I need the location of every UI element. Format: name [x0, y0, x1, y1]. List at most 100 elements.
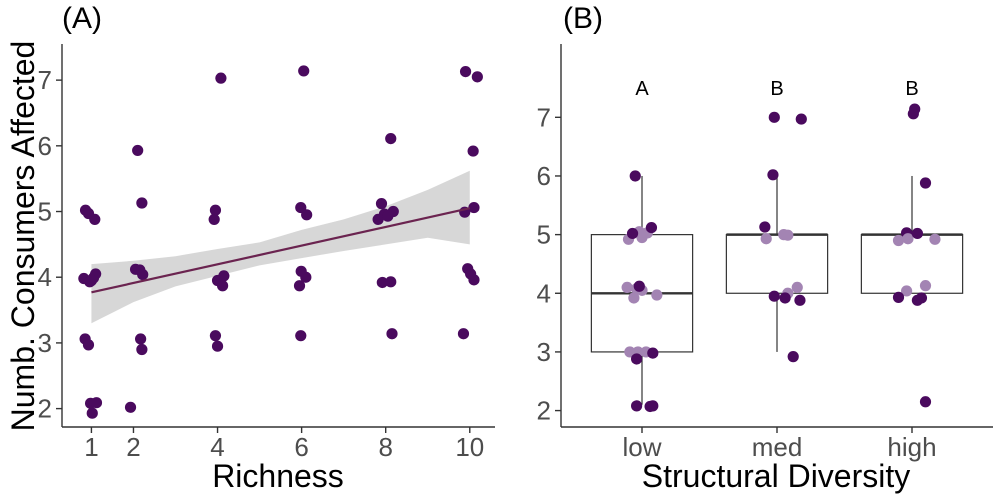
panel-b-y-tick-label: 4	[537, 278, 551, 308]
panel-a-data-point	[136, 343, 148, 356]
panel-a-data-point	[211, 340, 224, 352]
panel-a-data-point	[295, 330, 307, 342]
panel-b-data-point	[794, 294, 806, 306]
panel-b-data-point	[929, 233, 941, 245]
panel-b-y-tick-label: 7	[537, 102, 551, 132]
panel-b-data-point	[629, 170, 641, 182]
panel-b-y-tick-label: 6	[537, 161, 551, 191]
panel-a-data-point	[137, 268, 149, 281]
panel-a-data-point	[209, 204, 222, 216]
panel-a-data-point	[215, 72, 227, 84]
panel-b-data-point	[647, 347, 659, 359]
panel-b-y-tick-label: 5	[537, 220, 551, 250]
panel-a-data-point	[459, 65, 472, 78]
panel-b-data-point	[787, 351, 799, 363]
panel-b-data-point	[892, 291, 905, 303]
panel-b-data-point	[760, 233, 772, 245]
panel-a-data-point	[301, 209, 313, 221]
panel-b-data-point	[919, 396, 932, 408]
panel-a-x-tick-label: 1	[84, 432, 98, 462]
panel-b-data-point	[633, 280, 645, 292]
panel-a-y-tick-label: 3	[38, 328, 52, 358]
panel-b-y-tick-label: 3	[537, 337, 551, 367]
panel-a-data-point	[90, 397, 103, 409]
panel-b-data-point	[768, 111, 780, 123]
panel-a-data-point	[300, 271, 312, 283]
panel-a-x-tick-label: 4	[210, 432, 224, 462]
panel-a-data-point	[467, 145, 479, 157]
panel-b-data-point	[892, 234, 905, 247]
panel-a-richness-scatter: (A) Numb. Consumers Affected Richness 2 3…	[5, 2, 495, 494]
panel-a-fit-line-group	[91, 207, 471, 294]
panel-a-confidence-band	[91, 170, 470, 324]
panel-a-data-point	[376, 276, 388, 289]
panel-b-y-tick-label: 2	[537, 396, 551, 426]
panel-a-data-point	[132, 144, 144, 157]
panel-a-y-tick-label: 4	[38, 262, 52, 292]
panel-a-data-point	[89, 213, 101, 226]
panel-a-data-point	[471, 71, 483, 83]
box-body-high	[860, 234, 964, 294]
panel-b-data-point	[631, 353, 643, 365]
panel-a-data-point	[293, 280, 306, 292]
panel-a-data-point	[216, 280, 229, 292]
panel-a-y-axis-title: Numb. Consumers Affected	[5, 41, 41, 432]
panel-a-data-point	[135, 333, 147, 345]
panel-b-data-point	[631, 400, 643, 412]
panel-b-points	[621, 103, 941, 413]
panel-b-data-point	[779, 292, 791, 304]
panel-a-x-tick-label: 10	[455, 432, 484, 462]
panel-a-data-point	[124, 401, 137, 413]
panel-a-points	[78, 65, 483, 419]
panel-a-data-point	[385, 276, 397, 288]
panel-a-data-point	[209, 330, 222, 342]
panel-b-x-axis-title: Structural Diversity	[642, 458, 911, 494]
panel-a-y-tick-label: 5	[38, 197, 52, 227]
panel-a-fit-line	[91, 207, 471, 294]
panel-a-data-point	[218, 270, 230, 282]
panel-a-data-point	[298, 65, 310, 77]
panel-b-data-point	[768, 290, 780, 302]
panel-b-data-point	[767, 169, 779, 181]
panel-a-ci-band	[91, 170, 470, 324]
panel-b-data-point	[902, 233, 914, 245]
panel-a-data-point	[468, 201, 480, 214]
panel-b-data-point	[651, 289, 663, 301]
panel-a-data-point	[457, 328, 470, 340]
significance-letter-low: A	[635, 78, 649, 100]
panel-a-data-point	[375, 198, 388, 210]
panel-b-data-point	[795, 113, 807, 125]
significance-letter-med: B	[770, 78, 783, 100]
panel-a-data-point	[86, 407, 98, 419]
panel-b-data-point	[647, 400, 659, 412]
panel-b-x-tick-label-med: med	[752, 432, 803, 462]
panel-b-data-point	[919, 177, 932, 189]
panel-b-data-point	[628, 292, 640, 304]
significance-letter-high: B	[905, 78, 918, 100]
panel-b-data-point	[901, 285, 913, 297]
panel-b-data-point	[636, 231, 648, 244]
panel-b-data-point	[624, 346, 636, 358]
panel-a-data-point	[468, 274, 480, 286]
panel-b-data-point	[919, 280, 932, 292]
panel-a-y-tick-label: 7	[38, 65, 52, 95]
box-body-med	[725, 234, 829, 294]
panel-b-data-point	[782, 229, 794, 241]
panel-a-x-tick-label: 8	[378, 432, 392, 462]
panel-a-data-point	[382, 210, 394, 222]
panel-b-data-point	[759, 221, 771, 233]
panel-b-x-tick-label-high: high	[887, 432, 936, 462]
panel-b-data-point	[915, 292, 928, 304]
panel-b-boxes	[590, 175, 964, 405]
panel-b-structural-diversity-boxplot: (B) Structural Diversity A B B 2 3 4 5 6 7 low me…	[537, 2, 993, 494]
panel-b-data-point	[907, 108, 919, 120]
panel-b-data-point	[911, 227, 924, 240]
panel-b-data-point	[791, 281, 803, 294]
panel-b-axes: 2 3 4 5 6 7 low med high	[537, 44, 993, 462]
panel-a-data-point	[208, 213, 220, 226]
panel-a-data-point	[372, 213, 384, 226]
panel-a-x-axis-title: Richness	[212, 458, 344, 494]
